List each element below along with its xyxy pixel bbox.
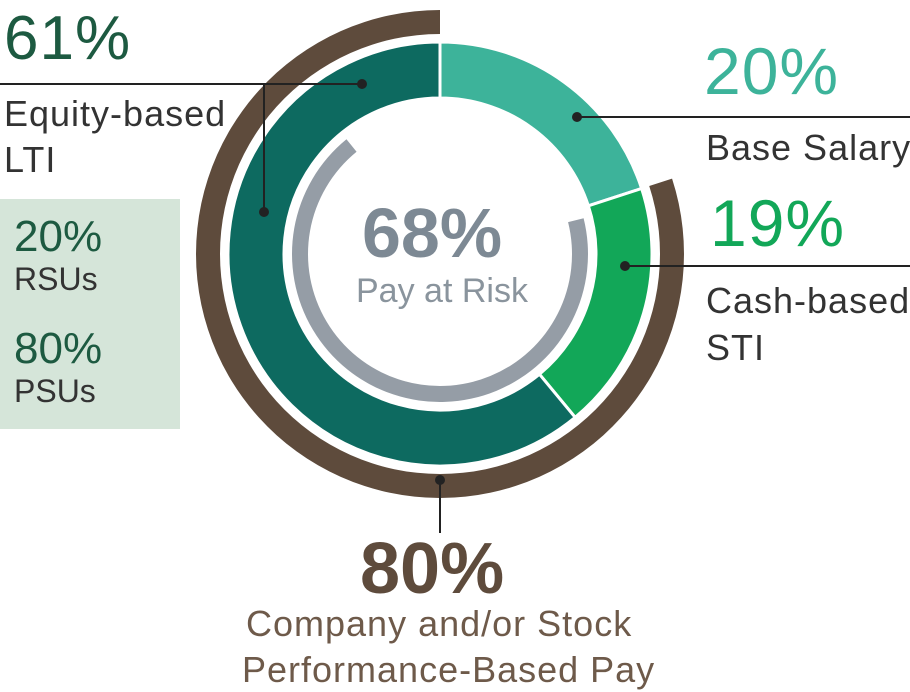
rsu-label: RSUs: [14, 261, 98, 297]
center-label: Pay at Risk: [356, 272, 528, 310]
base-label: Base Salary: [706, 127, 910, 168]
base-leader-dot: [572, 112, 582, 122]
performance-pay-label-line2: Performance-Based Pay: [242, 649, 656, 690]
ltie-percent: 61%: [4, 4, 132, 73]
sti-percent: 19%: [710, 186, 846, 260]
base-percent: 20%: [704, 34, 840, 108]
slice-base: [438, 40, 644, 208]
center-percent: 68%: [362, 194, 503, 272]
ltie-leader-dot: [357, 79, 367, 89]
sti-label-line1: Cash-based: [706, 280, 910, 321]
performance-pay-label-line1: Company and/or Stock: [246, 603, 633, 644]
pay-mix-inner-ring: [226, 40, 654, 468]
pay-at-risk-ring: [292, 139, 588, 402]
sti-label-line2: STI: [706, 327, 766, 368]
leader-lines: [0, 79, 910, 533]
perf-leader-dot: [435, 475, 445, 485]
performance-pay-percent: 80%: [360, 529, 505, 609]
ltie-label-line1: Equity-based: [4, 93, 227, 134]
sti-leader-dot: [620, 261, 630, 271]
psu-percent: 80%: [14, 324, 103, 373]
psu-label: PSUs: [14, 373, 96, 409]
lti-mix-box: 20% RSUs 80% PSUs: [0, 199, 180, 429]
ltie-label-line2: LTI: [4, 139, 57, 180]
slice-ltie: [226, 40, 578, 468]
rsu-percent: 20%: [14, 212, 103, 261]
ltie-bracket-dot: [259, 207, 269, 217]
pay-at-risk-arc: [292, 139, 588, 402]
